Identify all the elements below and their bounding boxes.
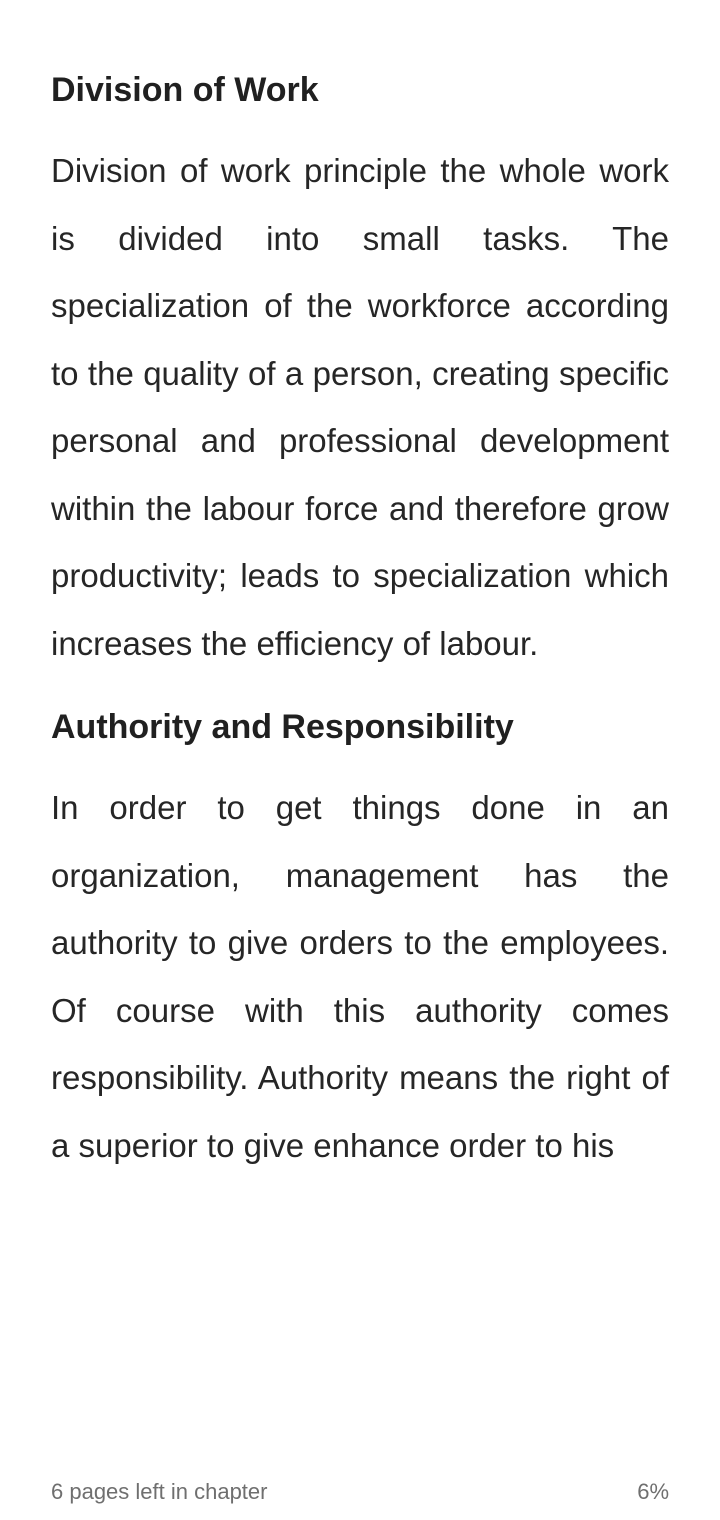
reader-content[interactable]: Division of Work Division of work princi… xyxy=(51,66,669,1179)
section-heading: Authority and Responsibility xyxy=(51,708,514,746)
section-paragraph: Division of work principle the whole wor… xyxy=(51,152,669,662)
reading-progress-footer: 6 pages left in chapter 6% xyxy=(51,1474,669,1510)
section-paragraph: In order to get things done in an organi… xyxy=(51,789,669,1164)
progress-percent: 6% xyxy=(637,1479,669,1504)
section-heading: Division of Work xyxy=(51,71,319,109)
pages-left-label: 6 pages left in chapter xyxy=(51,1479,268,1504)
